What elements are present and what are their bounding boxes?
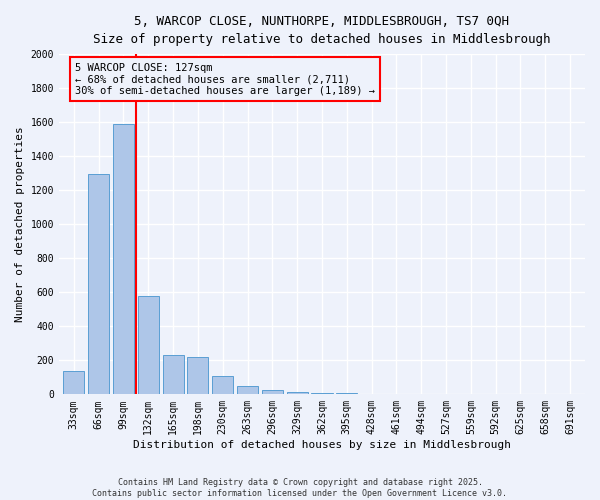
Y-axis label: Number of detached properties: Number of detached properties <box>15 126 25 322</box>
Bar <box>311 393 332 394</box>
Text: 5 WARCOP CLOSE: 127sqm
← 68% of detached houses are smaller (2,711)
30% of semi-: 5 WARCOP CLOSE: 127sqm ← 68% of detached… <box>75 62 375 96</box>
X-axis label: Distribution of detached houses by size in Middlesbrough: Distribution of detached houses by size … <box>133 440 511 450</box>
Bar <box>287 392 308 394</box>
Bar <box>212 376 233 394</box>
Title: 5, WARCOP CLOSE, NUNTHORPE, MIDDLESBROUGH, TS7 0QH
Size of property relative to : 5, WARCOP CLOSE, NUNTHORPE, MIDDLESBROUG… <box>93 15 551 46</box>
Bar <box>187 357 208 395</box>
Bar <box>163 355 184 395</box>
Bar <box>88 174 109 394</box>
Bar <box>63 370 85 394</box>
Bar <box>138 296 159 394</box>
Bar <box>113 124 134 394</box>
Bar <box>262 390 283 394</box>
Bar <box>237 386 258 394</box>
Text: Contains HM Land Registry data © Crown copyright and database right 2025.
Contai: Contains HM Land Registry data © Crown c… <box>92 478 508 498</box>
